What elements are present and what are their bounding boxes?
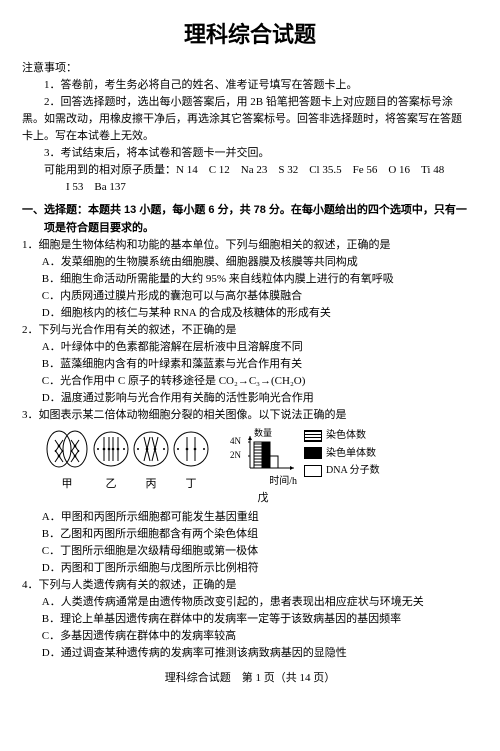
masses-a: 可能用到的相对原子质量：N 14 C 12 Na 23 S 32 Cl 35.5… [22,162,478,179]
leg1: 染色体数 [326,428,366,444]
chart-wu: 数量 4N 2N [228,428,298,474]
leg3: DNA 分子数 [326,463,380,479]
cell-bing [132,428,170,470]
chart-legend: 染色体数 染色单体数 DNA 分子数 [304,428,380,481]
page-footer: 理科综合试题 第 1 页（共 14 页） [22,670,478,687]
section1-head-a: 一、选择题：本题共 13 小题，每小题 6 分，共 78 分。在每小题给出的四个… [22,202,478,219]
q1-stem: 1．细胞是生物体结构和功能的基本单位。下列与细胞相关的叙述，正确的是 [22,237,478,254]
q4-B: B．理论上单基因遗传病在群体中的发病率一定等于该致病基因的基因频率 [22,611,478,628]
notice-head: 注意事项： [22,60,478,77]
q3-D: D．丙图和丁图所示细胞与戊图所示比例相符 [22,560,478,577]
q1-C: C．内质网通过膜片形成的囊泡可以与高尔基体膜融合 [22,288,478,305]
q1-D: D．细胞核内的核仁与某种 RNA 的合成及核糖体的形成有关 [22,305,478,322]
q4-A: A．人类遗传病通常是由遗传物质改变引起的，患者表现出相应症状与环境无关 [22,594,478,611]
q2-A: A．叶绿体中的色素都能溶解在层析液中且溶解度不同 [22,339,478,356]
cell-yi [92,428,130,470]
notice-3: 3．考试结束后，将本试卷和答题卡一并交回。 [22,145,478,162]
notice-1: 1．答卷前，考生务必将自己的姓名、准考证号填写在答题卡上。 [22,77,478,94]
svg-text:数量: 数量 [254,428,272,438]
svg-text:4N: 4N [230,436,242,446]
section1-head-b: 项是符合题目要求的。 [22,220,478,237]
q3-B: B．乙图和丙图所示细胞都含有两个染色体组 [22,526,478,543]
q3-C: C．丁图所示细胞是次级精母细胞或第一极体 [22,543,478,560]
q2-B: B．蓝藻细胞内含有的叶绿素和藻蓝素与光合作用有关 [22,356,478,373]
notice-2b: 黑。如需改动，用橡皮擦干净后，再选涂其它答案标号。回答非选择题时，将答案写在答题 [22,111,478,128]
chart-xlabel: 时间/h [227,474,299,490]
q1-A: A．发菜细胞的生物膜系统由细胞膜、细胞器膜及核膜等共同构成 [22,254,478,271]
page-title: 理科综合试题 [22,18,478,52]
cell-diagrams: 甲 乙 [44,428,210,493]
swatch-black [304,447,322,459]
svg-text:2N: 2N [230,450,242,460]
notice-2c: 卡上。写在本试卷上无效。 [22,128,478,145]
masses-b: I 53 Ba 137 [22,179,478,196]
label-jia: 甲 [44,476,90,493]
q2-D: D．温度通过影响与光合作用有关酶的活性影响光合作用 [22,390,478,407]
q4-D: D．通过调查某种遗传病的发病率可推测该病致病基因的显隐性 [22,645,478,662]
q2-stem: 2．下列与光合作用有关的叙述，不正确的是 [22,322,478,339]
label-bing: 丙 [132,476,170,493]
cell-jia [44,428,90,470]
label-wu: 戊 [258,490,269,507]
q2-C: C．光合作用中 C 原子的转移途径是 CO₂→C₃→(CH₂O) [22,373,478,390]
q4-stem: 4．下列与人类遗传病有关的叙述，正确的是 [22,577,478,594]
swatch-stripe [304,430,322,442]
leg2: 染色单体数 [326,446,376,462]
label-ding: 丁 [172,476,210,493]
q3-A: A．甲图和丙图所示细胞都可能发生基因重组 [22,509,478,526]
q1-B: B．细胞生命活动所需能量的大约 95% 来自线粒体内膜上进行的有氧呼吸 [22,271,478,288]
label-yi: 乙 [92,476,130,493]
swatch-white [304,465,322,477]
q3-figure-row: 甲 乙 [44,428,478,507]
cell-ding [172,428,210,470]
q3-stem: 3．如图表示某二倍体动物细胞分裂的相关图像。以下说法正确的是 [22,407,478,424]
q4-C: C．多基因遗传病在群体中的发病率较高 [22,628,478,645]
notice-2a: 2．回答选择题时，选出每小题答案后，用 2B 铅笔把答题卡上对应题目的答案标号涂 [22,94,478,111]
